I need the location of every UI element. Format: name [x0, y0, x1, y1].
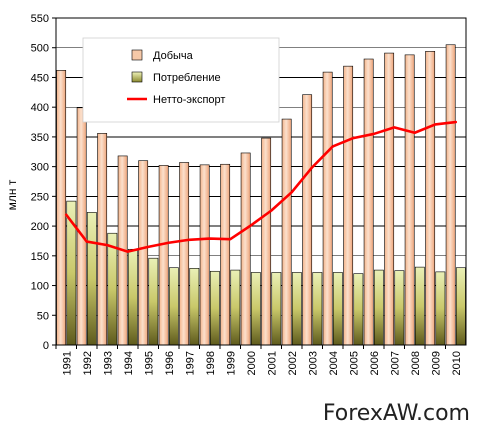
y-tick-label: 500 [31, 43, 49, 55]
x-tick-label: 2007 [389, 351, 401, 375]
legend-swatch [131, 71, 143, 83]
bar-potreblenie [332, 272, 343, 346]
legend-label: Потребление [153, 72, 221, 84]
y-tick-label: 100 [31, 281, 49, 293]
legend-label: Нетто-экспорт [153, 94, 225, 106]
x-tick-label: 1994 [123, 351, 135, 375]
net-export-line [64, 120, 458, 253]
bar-potreblenie [394, 270, 405, 346]
y-tick-label: 50 [37, 310, 49, 322]
y-tick-label: 350 [31, 132, 49, 144]
bar-potreblenie [250, 272, 261, 346]
bar-potreblenie [209, 270, 220, 346]
bar-dobycha [240, 152, 251, 346]
x-tick-label: 2002 [287, 351, 299, 375]
x-tick-label: 1991 [61, 351, 73, 375]
x-tick-label: 2003 [307, 351, 319, 375]
x-tick-label: 1998 [205, 351, 217, 375]
watermark: ForexAW.com [323, 401, 470, 426]
x-tick-label: 1995 [143, 351, 155, 375]
bar-dobycha [322, 71, 333, 346]
bar-potreblenie [312, 272, 323, 346]
legend-swatch [131, 49, 143, 61]
y-axis-label: млн т [5, 179, 19, 210]
x-tick-label: 1996 [164, 351, 176, 375]
bar-dobycha [363, 58, 374, 346]
legend-label: Добыча [153, 50, 194, 62]
bar-dobycha [384, 52, 395, 346]
bar-potreblenie [168, 267, 179, 346]
y-axis: 0 50 100 150 200 250 300 350 400 450 500 550 [31, 13, 56, 352]
bar-dobycha [138, 160, 149, 346]
bar-dobycha [343, 65, 354, 346]
x-tick-label: 1992 [82, 351, 94, 375]
y-tick-label: 450 [31, 72, 49, 84]
x-tick-label: 2000 [246, 351, 258, 375]
bar-potreblenie [127, 248, 138, 346]
bar-potreblenie [148, 257, 159, 346]
bar-potreblenie [353, 273, 364, 346]
bar-dobycha [445, 44, 456, 346]
bar-potreblenie [107, 232, 118, 346]
bar-dobycha [158, 165, 169, 346]
bar-potreblenie [435, 271, 446, 346]
x-tick-label: 2004 [328, 351, 340, 375]
x-tick-label: 1993 [102, 351, 114, 375]
bar-dobycha [425, 50, 436, 346]
bar-dobycha [56, 70, 67, 346]
x-tick-label: 2008 [410, 351, 422, 375]
bar-dobycha [404, 54, 415, 346]
bar-dobycha [97, 133, 108, 346]
line-netto-eksport [64, 120, 458, 253]
y-tick-label: 550 [31, 13, 49, 25]
x-tick-label: 2001 [266, 351, 278, 375]
bar-potreblenie [455, 267, 466, 346]
bar-dobycha [179, 162, 190, 346]
y-tick-label: 0 [43, 340, 49, 352]
bar-potreblenie [414, 266, 425, 346]
bar-potreblenie [189, 268, 200, 346]
bar-potreblenie [230, 269, 241, 346]
x-tick-label: 2005 [348, 351, 360, 375]
bar-potreblenie [271, 272, 282, 346]
y-tick-label: 150 [31, 251, 49, 263]
bar-potreblenie [291, 272, 302, 346]
x-tick-label: 1997 [184, 351, 196, 375]
x-axis: 1991 1992 1993 1994 1995 1996 1997 1998 1999 2000… [55, 345, 463, 375]
x-tick-label: 2009 [430, 351, 442, 375]
bars [56, 44, 466, 346]
legend-box [82, 37, 280, 123]
y-tick-label: 250 [31, 191, 49, 203]
legend: Добыча Потребление Нетто-экспорт [82, 37, 280, 123]
x-tick-label: 2010 [451, 351, 463, 375]
y-tick-label: 200 [31, 221, 49, 233]
x-tick-label: 1999 [225, 351, 237, 375]
bar-dobycha [281, 118, 292, 346]
y-tick-label: 300 [31, 162, 49, 174]
x-tick-label: 2006 [369, 351, 381, 375]
bar-potreblenie [86, 212, 97, 346]
bar-potreblenie [373, 269, 384, 346]
bar-dobycha [220, 163, 231, 346]
bar-dobycha [76, 107, 87, 346]
bar-dobycha [199, 164, 210, 346]
y-tick-label: 400 [31, 102, 49, 114]
bar-dobycha [302, 94, 313, 346]
bar-dobycha [261, 137, 272, 346]
